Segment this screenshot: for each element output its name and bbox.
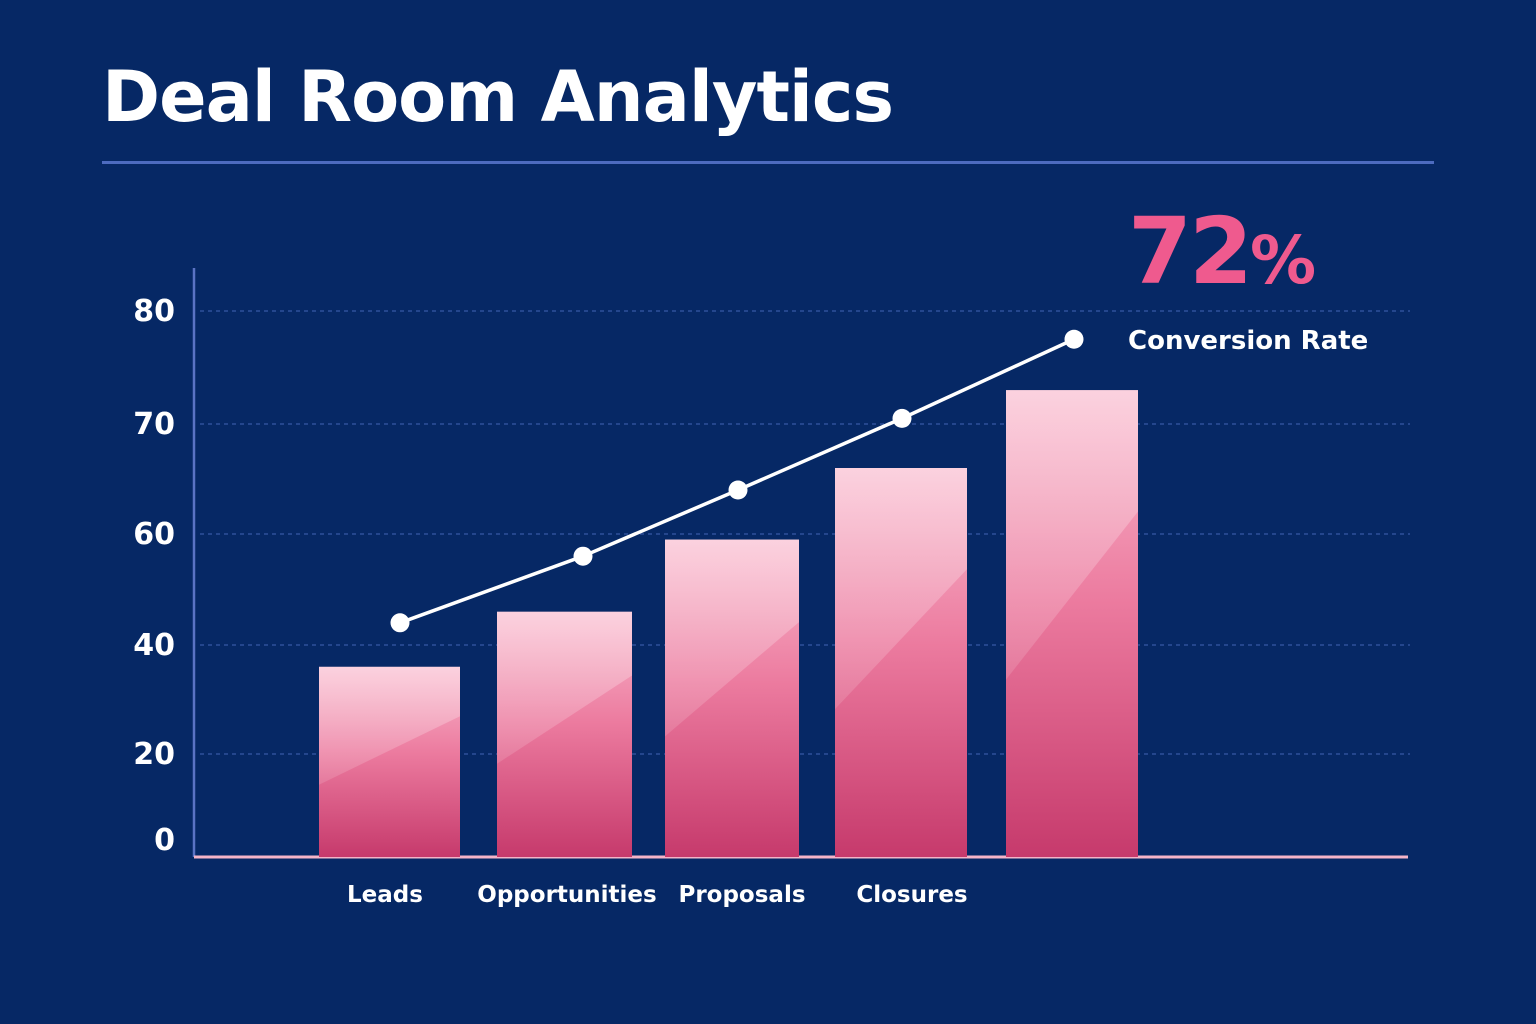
bar-highlight	[497, 611, 632, 764]
trend-point	[573, 546, 593, 566]
title-divider	[102, 161, 1434, 164]
x-tick-label: Closures	[856, 882, 967, 908]
trend-point	[892, 408, 912, 428]
trend-point	[728, 480, 748, 500]
kpi-label: Conversion Rate	[1128, 326, 1369, 356]
kpi-value: 72%	[1128, 206, 1316, 298]
y-tick-label: 0	[154, 823, 175, 858]
y-tick-label: 80	[133, 294, 175, 329]
x-tick-label: Leads	[347, 882, 423, 908]
bar-highlight	[835, 468, 967, 710]
trend-point	[390, 613, 410, 633]
y-tick-label: 70	[133, 407, 175, 442]
bar-highlight	[665, 539, 799, 737]
kpi-unit: %	[1250, 222, 1317, 299]
x-tick-label: Opportunities	[477, 882, 656, 908]
page-title: Deal Room Analytics	[102, 56, 894, 138]
y-tick-label: 20	[133, 737, 175, 772]
kpi-number: 72	[1128, 198, 1253, 305]
y-tick-label: 60	[133, 517, 175, 552]
bars	[319, 390, 1138, 857]
bar-highlight	[319, 666, 460, 785]
x-tick-label: Proposals	[678, 882, 805, 908]
y-tick-label: 40	[133, 628, 175, 663]
trend-line	[390, 329, 1084, 633]
trend-point	[1064, 329, 1084, 349]
axis-labels: 0 20 40 60 70 80 Leads Opportunities Proposals Cl…	[133, 294, 967, 908]
bar-highlight	[1006, 390, 1138, 680]
